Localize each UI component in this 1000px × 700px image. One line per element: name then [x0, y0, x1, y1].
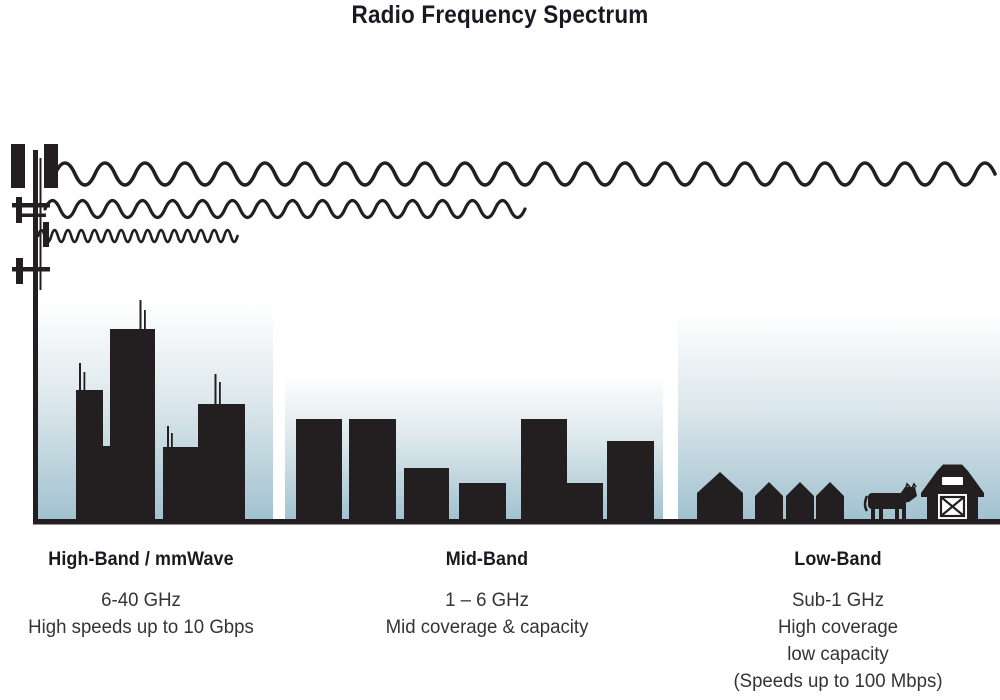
barn-icon	[921, 464, 984, 519]
band-caption-mid: Mid-Band 1 – 6 GHz Mid coverage & capaci…	[347, 548, 627, 641]
high-band-title: High-Band / mmWave	[48, 548, 234, 570]
low-band-speed: (Speeds up to 100 Mbps)	[733, 671, 943, 692]
suburb-skyline-icon	[296, 419, 654, 519]
mid-band-frequency: 1 – 6 GHz	[445, 590, 529, 611]
low-band-description-1: High coverage	[777, 617, 899, 638]
cow-icon	[863, 482, 917, 519]
rural-scene	[697, 464, 984, 519]
cell-tower-icon	[11, 144, 58, 520]
low-band-description-2: low capacity	[787, 644, 889, 665]
band-caption-low: Low-Band Sub-1 GHz High coverage low cap…	[698, 548, 978, 695]
low-band-frequency: Sub-1 GHz	[791, 590, 885, 611]
mid-band-title: Mid-Band	[445, 548, 529, 570]
band-caption-high: High-Band / mmWave 6-40 GHz High speeds …	[1, 548, 281, 641]
high-band-frequency: 6-40 GHz	[101, 590, 181, 611]
city-skyline-icon	[76, 300, 245, 519]
ground-line	[33, 519, 1000, 525]
mid-band-wave-icon	[43, 198, 527, 220]
low-band-wave-icon	[53, 161, 997, 187]
page-title: Radio Frequency Spectrum	[351, 1, 649, 29]
mid-band-description: Mid coverage & capacity	[385, 617, 589, 638]
low-band-title: Low-Band	[794, 548, 882, 570]
high-band-description: High speeds up to 10 Gbps	[28, 617, 254, 638]
radio-waves	[36, 161, 997, 244]
high-band-wave-icon	[36, 228, 239, 244]
house-icon	[697, 472, 844, 519]
